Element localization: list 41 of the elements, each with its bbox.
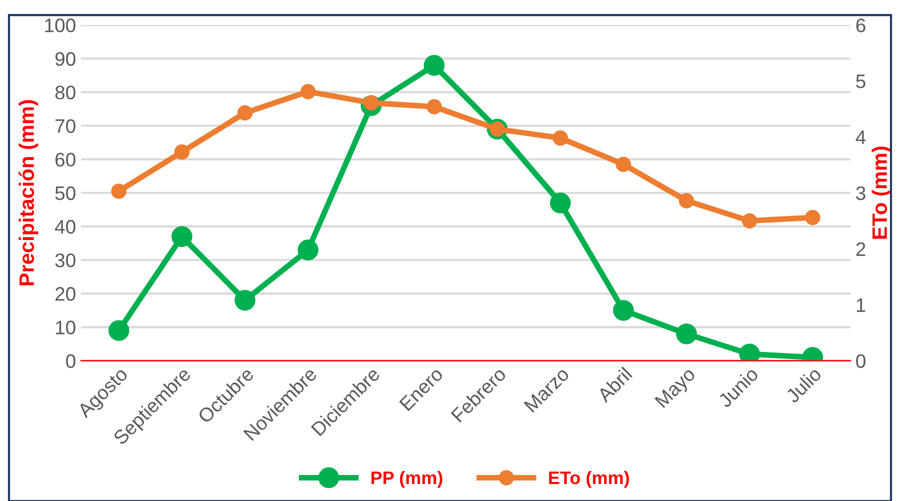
y-tick-label: 90 xyxy=(55,52,76,66)
y2-tick-label: 1 xyxy=(856,298,866,312)
y-tick-label: 80 xyxy=(55,86,76,100)
y2-tick-label: 2 xyxy=(856,242,866,256)
point xyxy=(550,192,571,214)
y-tick-label: 30 xyxy=(55,253,76,268)
y-tick-label: 10 xyxy=(56,320,76,334)
point xyxy=(742,213,758,228)
y-tick-label: 20 xyxy=(55,287,76,301)
point xyxy=(678,193,694,208)
point xyxy=(234,290,256,311)
y-tick-label: 0 xyxy=(66,354,76,368)
y2-tick-label: 0 xyxy=(856,354,866,368)
y-axis-title: Precipitación (mm) xyxy=(18,100,38,286)
point xyxy=(174,144,190,160)
y-tick-label: 60 xyxy=(56,152,76,167)
point xyxy=(805,210,820,226)
legend-label: PP (mm) xyxy=(371,470,442,488)
y2-tick-label: 3 xyxy=(856,186,866,200)
y-tick-label: 50 xyxy=(55,186,76,200)
point xyxy=(111,184,126,199)
y-tick-label: 70 xyxy=(56,119,76,133)
y2-axis-title: ETo (mm) xyxy=(872,146,892,239)
point xyxy=(613,300,634,321)
y-tick-label: 100 xyxy=(45,18,76,32)
y2-tick-label: 4 xyxy=(856,130,866,144)
point xyxy=(426,99,442,114)
legend-label: ETo (mm) xyxy=(549,470,629,488)
point xyxy=(676,323,697,344)
point xyxy=(298,240,318,260)
point xyxy=(108,320,130,341)
point xyxy=(237,105,253,121)
point xyxy=(424,54,445,76)
y-tick-label: 40 xyxy=(54,220,76,234)
y2-tick-label: 5 xyxy=(856,74,866,88)
point xyxy=(616,156,632,172)
y2-tick-label: 6 xyxy=(856,18,866,32)
point xyxy=(300,84,316,100)
point xyxy=(172,226,192,247)
point xyxy=(552,130,568,146)
x-tick-label: Julio xyxy=(784,366,822,404)
